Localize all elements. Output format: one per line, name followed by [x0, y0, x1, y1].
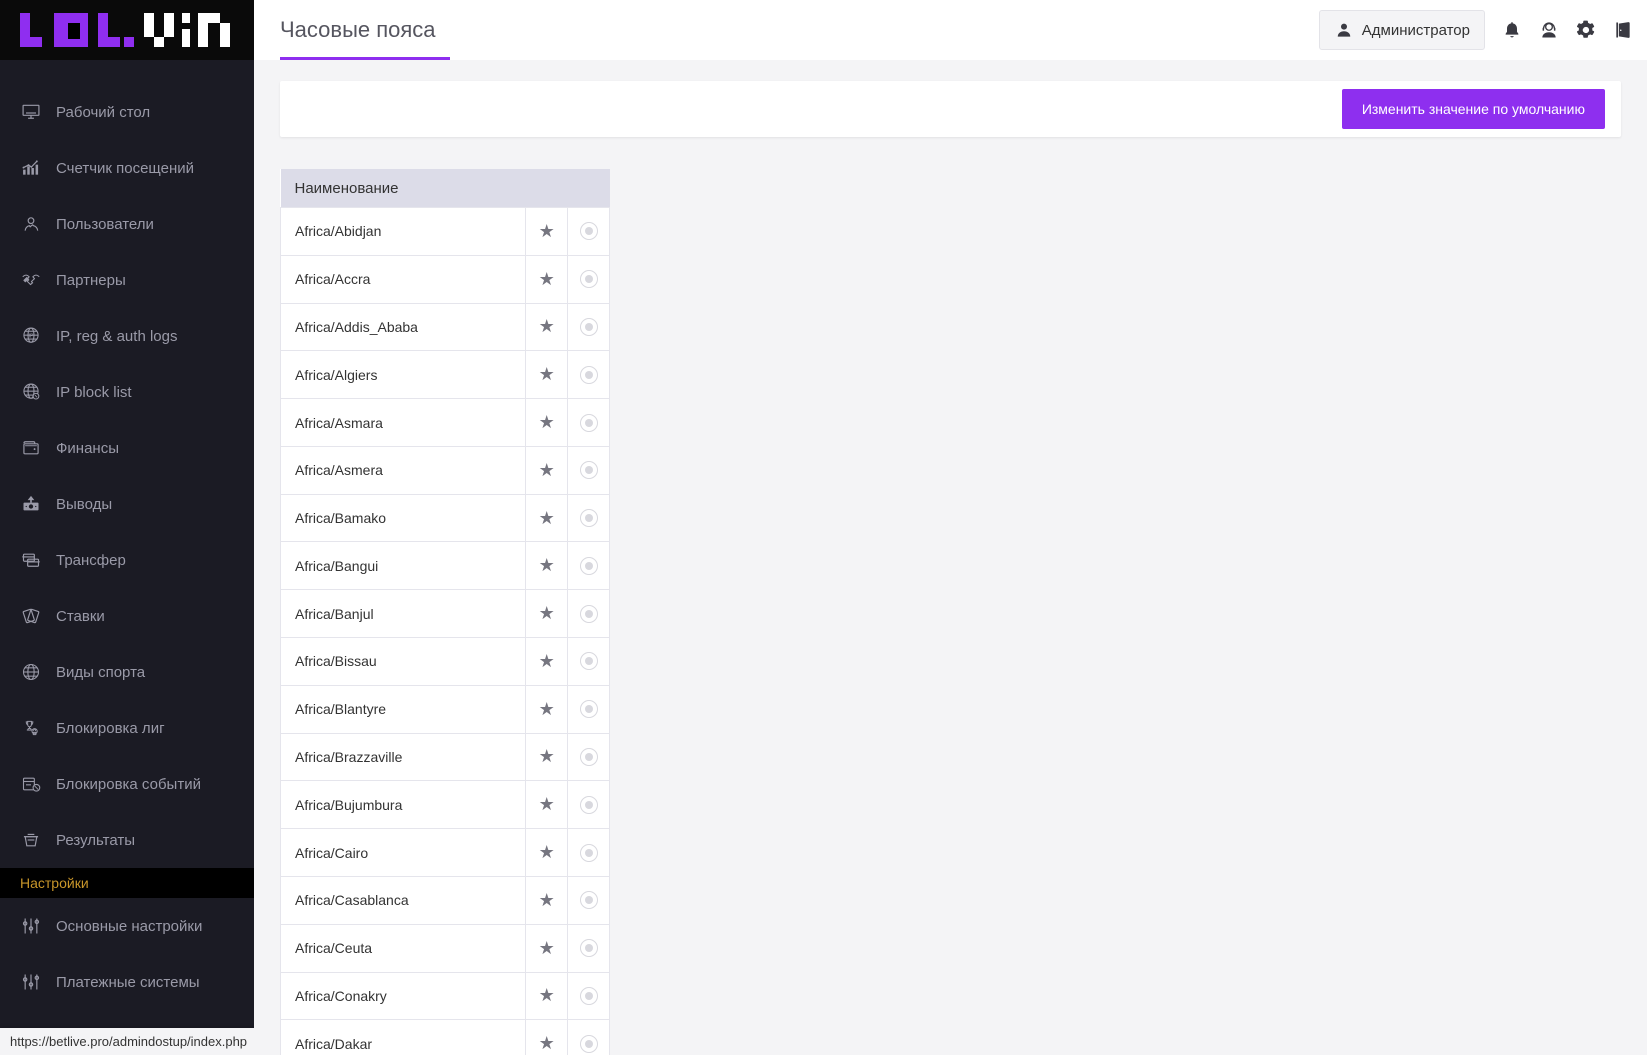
svg-text:IP: IP	[29, 333, 34, 339]
